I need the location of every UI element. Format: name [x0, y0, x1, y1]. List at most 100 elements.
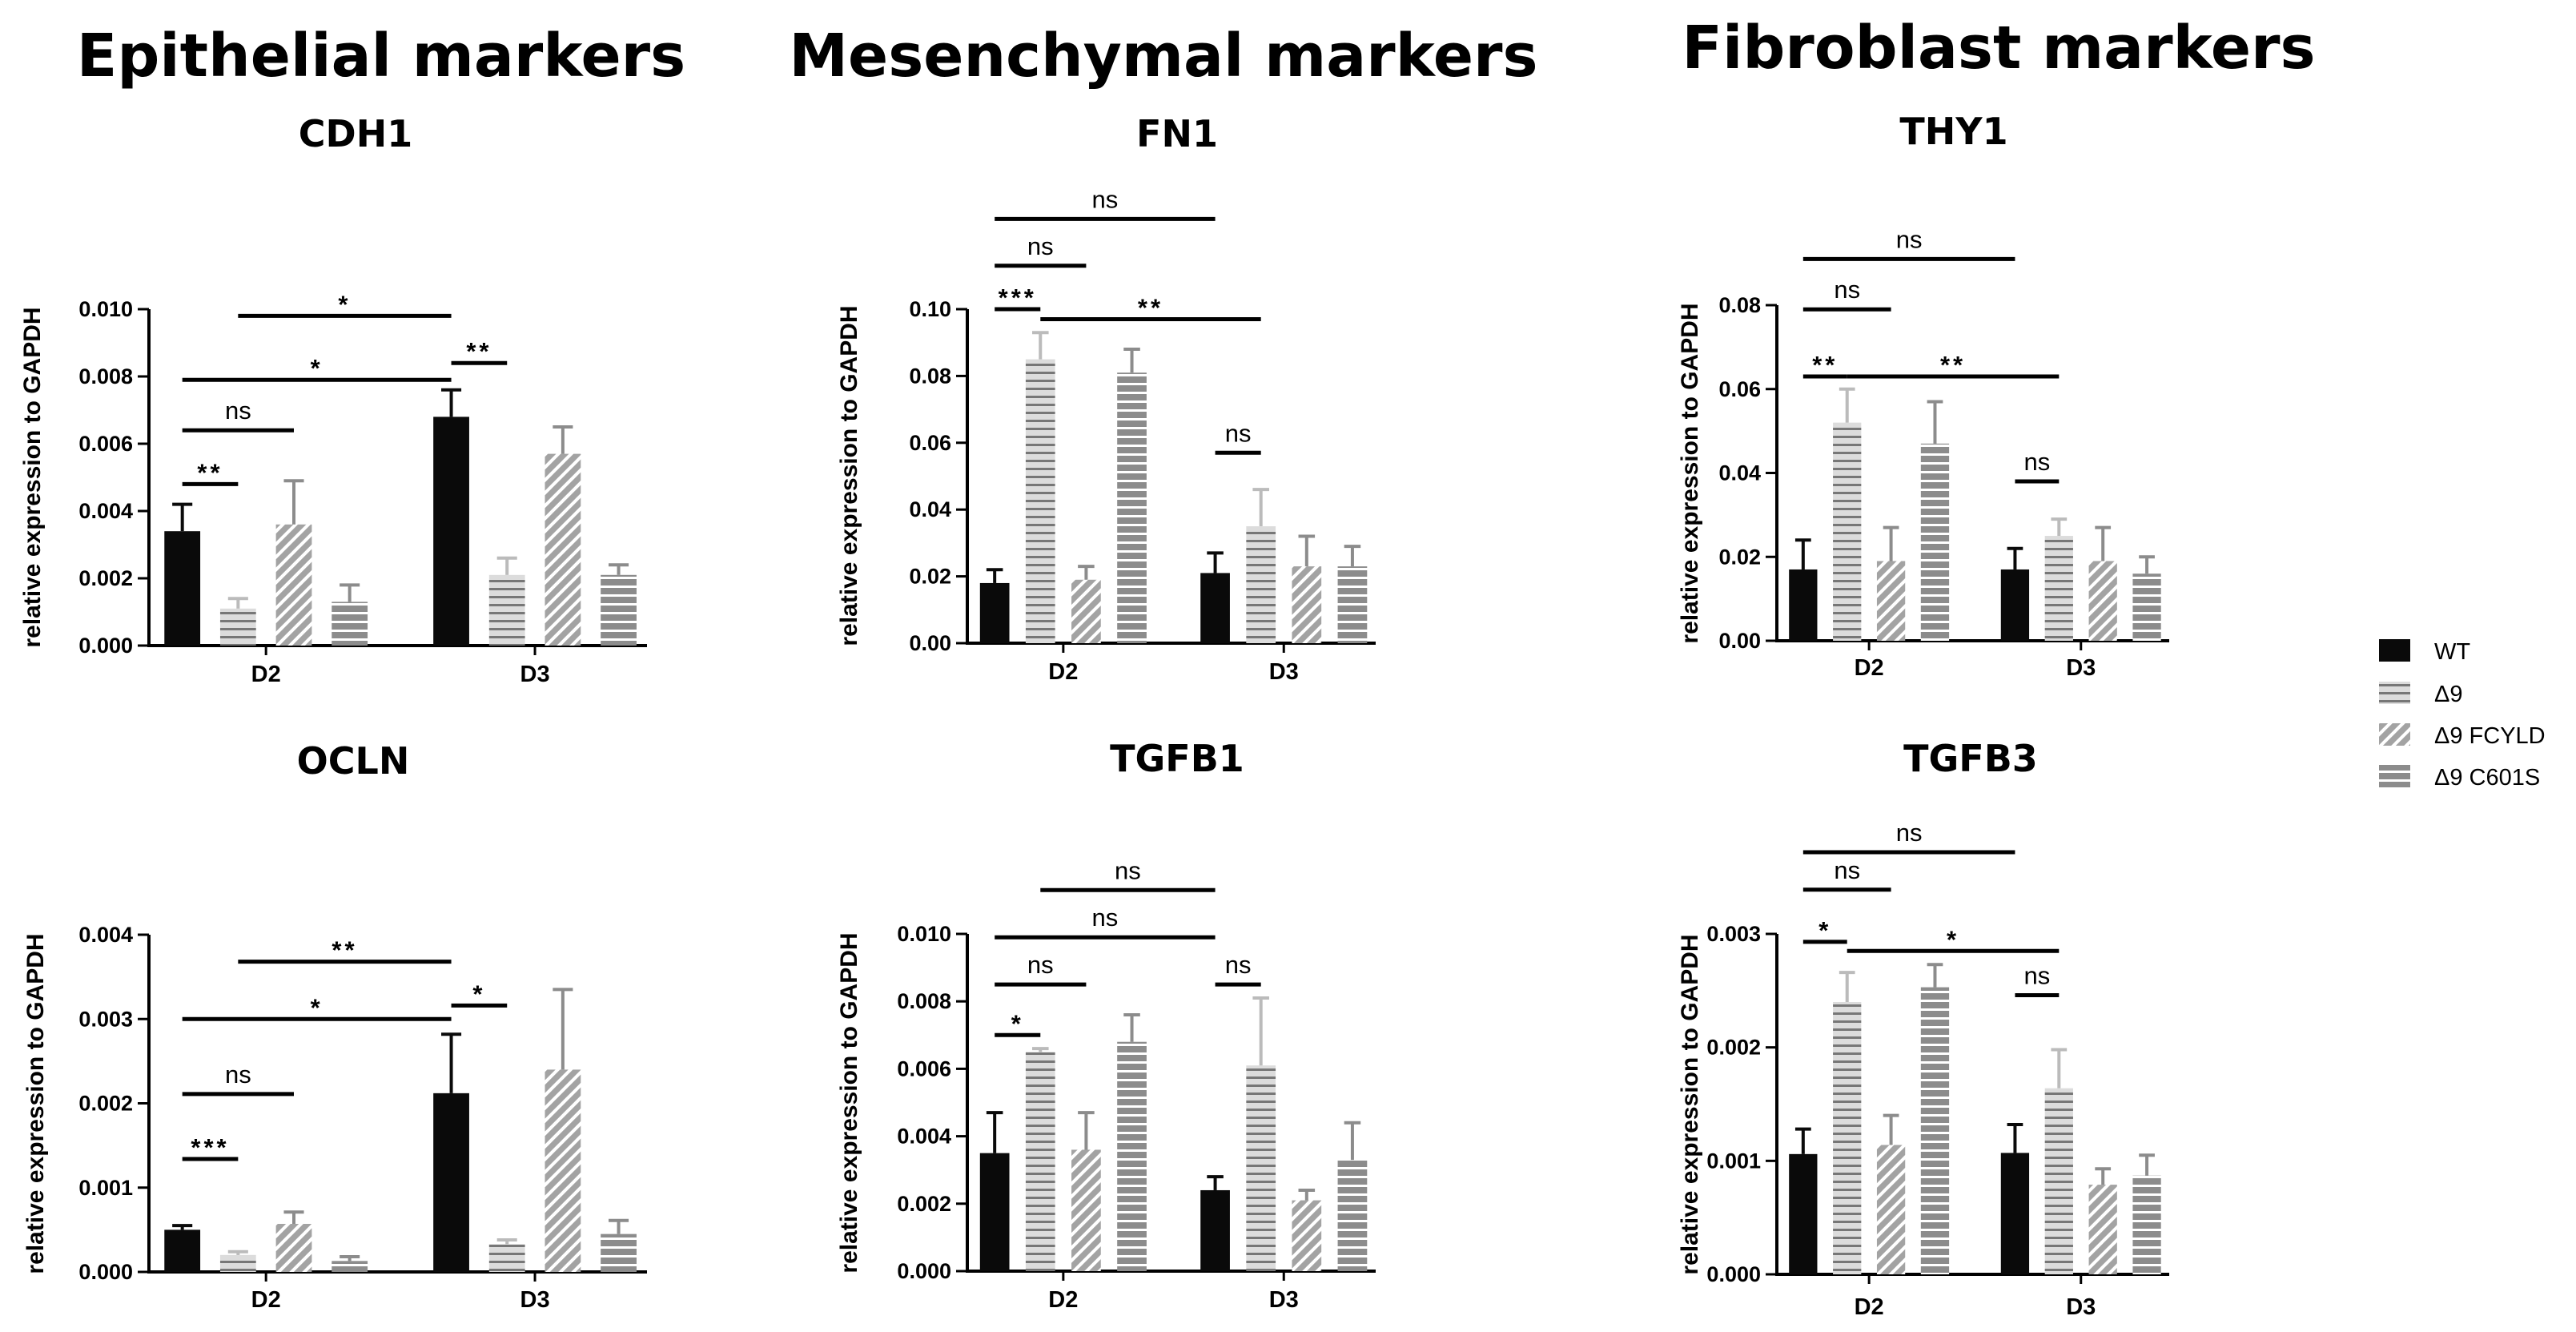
y-tick-label: 0.004 — [78, 499, 133, 523]
y-tick-label: 0.002 — [78, 566, 133, 590]
legend-swatch-wt — [2379, 639, 2410, 662]
chart-title: FN1 — [1136, 112, 1218, 155]
x-tick-label-d2: D2 — [251, 1287, 281, 1313]
significance-label: * — [311, 354, 324, 382]
significance-label: ns — [1225, 419, 1252, 447]
significance-label: ns — [2023, 448, 2050, 476]
significance-label: ns — [1834, 276, 1860, 304]
bar-wt-d2 — [979, 1153, 1010, 1271]
legend-swatch-d9-c601s — [2379, 765, 2410, 787]
chart-cdh1: CDH1 relative expression to GAPDH 0.000 0.0… — [19, 112, 647, 687]
significance-label: * — [338, 290, 351, 318]
significance-label: ** — [1138, 294, 1163, 322]
bar-d9-d2 — [219, 1254, 256, 1272]
bar-d9-fcyld-d3 — [2088, 1185, 2117, 1274]
y-axis-label: relative expression to GAPDH — [1677, 303, 1703, 643]
significance-label: ns — [1027, 951, 1054, 979]
y-tick-label: 0.04 — [1718, 461, 1761, 485]
bar-d9-c601s-d3 — [601, 574, 637, 646]
significance-label: * — [1818, 916, 1831, 944]
y-tick-label: 0.10 — [909, 297, 951, 321]
significance-label: ns — [225, 1060, 251, 1089]
bar-wt-d3 — [2000, 569, 2030, 641]
legend-label-d9-c601s: Δ9 C601S — [2434, 765, 2540, 791]
y-tick-label: 0.002 — [78, 1092, 133, 1116]
x-tick-label-d2: D2 — [1855, 655, 1884, 681]
x-tick-label-d3: D3 — [520, 1287, 550, 1313]
bar-d9-d3 — [2044, 1088, 2073, 1274]
y-tick-label: 0.00 — [909, 631, 951, 655]
bar-d9-fcyld-d2 — [1071, 579, 1101, 643]
y-tick-label: 0.002 — [1706, 1036, 1761, 1060]
bar-wt-d2 — [979, 582, 1010, 643]
bar-d9-c601s-d2 — [332, 602, 368, 646]
bar-d9-fcyld-d2 — [275, 1224, 312, 1272]
bar-d9-d3 — [1246, 1065, 1276, 1271]
significance-label: ** — [466, 337, 492, 365]
bar-wt-d3 — [433, 417, 469, 646]
chart-thy1: THY1 relative expression to GAPDH 0.00 0.02… — [1677, 110, 2169, 681]
bar-d9-fcyld-d2 — [1071, 1149, 1101, 1271]
significance-label: ns — [1027, 232, 1054, 260]
y-tick-label: 0.000 — [897, 1259, 951, 1283]
significance-label: * — [1011, 1009, 1024, 1037]
bar-d9-d3 — [488, 574, 525, 646]
significance-label: ** — [332, 936, 357, 964]
x-tick-label-d3: D3 — [2066, 655, 2096, 681]
bar-d9-fcyld-d3 — [1292, 1200, 1322, 1271]
y-tick-label: 0.010 — [78, 297, 133, 321]
bar-wt-d3 — [2000, 1153, 2030, 1274]
bar-d9-d2 — [1025, 359, 1055, 643]
significance-label: ** — [1940, 351, 1966, 379]
significance-label: * — [1947, 925, 1959, 953]
y-tick-label: 0.006 — [78, 432, 133, 456]
column-headings: Epithelial markers Mesenchymal markers F… — [77, 14, 2316, 91]
bar-d9-fcyld-d2 — [1876, 1145, 1906, 1274]
bar-d9-fcyld-d2 — [275, 524, 312, 646]
legend-label-d9: Δ9 — [2434, 682, 2463, 707]
legend: WT Δ9 Δ9 FCYLD Δ9 C601S — [2379, 639, 2546, 791]
x-tick-label-d3: D3 — [520, 662, 550, 687]
bar-d9-fcyld-d3 — [545, 1069, 581, 1272]
bar-d9-c601s-d3 — [1337, 1160, 1368, 1271]
significance-label: *** — [999, 284, 1037, 312]
bar-d9-c601s-d3 — [2132, 573, 2161, 641]
chart-title: TGFB1 — [1110, 737, 1244, 780]
y-tick-label: 0.006 — [897, 1056, 951, 1080]
y-axis-label: relative expression to GAPDH — [1677, 934, 1703, 1274]
bar-d9-d3 — [488, 1244, 525, 1272]
x-tick-label-d3: D3 — [1269, 659, 1299, 685]
bar-d9-d3 — [1246, 526, 1276, 643]
bar-d9-d3 — [2044, 536, 2073, 641]
bar-d9-c601s-d2 — [1117, 372, 1147, 643]
y-tick-label: 0.00 — [1718, 629, 1761, 653]
significance-label: ns — [2023, 962, 2050, 990]
y-tick-label: 0.003 — [78, 1007, 133, 1031]
bar-wt-d2 — [164, 531, 201, 646]
bar-d9-d2 — [1025, 1052, 1055, 1271]
y-axis-label: relative expression to GAPDH — [22, 933, 49, 1274]
legend-label-wt: WT — [2434, 639, 2470, 665]
y-tick-label: 0.06 — [909, 431, 951, 455]
bar-d9-c601s-d2 — [1920, 443, 1950, 641]
y-axis-label: relative expression to GAPDH — [19, 307, 46, 647]
bar-d9-c601s-d2 — [1117, 1041, 1147, 1271]
x-tick-label-d3: D3 — [2066, 1294, 2096, 1320]
bar-wt-d3 — [1200, 573, 1230, 643]
bar-wt-d2 — [1789, 1153, 1818, 1274]
significance-label: ns — [1896, 819, 1923, 847]
chart-tgfb1: TGFB1 relative expression to GAPDH 0.000 0.… — [836, 737, 1376, 1313]
x-tick-label-d2: D2 — [1855, 1294, 1884, 1320]
y-axis-label: relative expression to GAPDH — [836, 305, 862, 646]
legend-label-d9-fcyld: Δ9 FCYLD — [2434, 723, 2546, 749]
y-tick-label: 0.02 — [909, 565, 951, 589]
y-tick-label: 0.000 — [78, 1260, 133, 1284]
bar-d9-c601s-d2 — [332, 1261, 368, 1272]
significance-label: * — [472, 980, 485, 1008]
legend-swatch-d9 — [2379, 682, 2410, 704]
significance-label: ns — [1091, 903, 1118, 932]
y-tick-label: 0.02 — [1718, 545, 1761, 569]
y-axis-label: relative expression to GAPDH — [836, 932, 862, 1273]
